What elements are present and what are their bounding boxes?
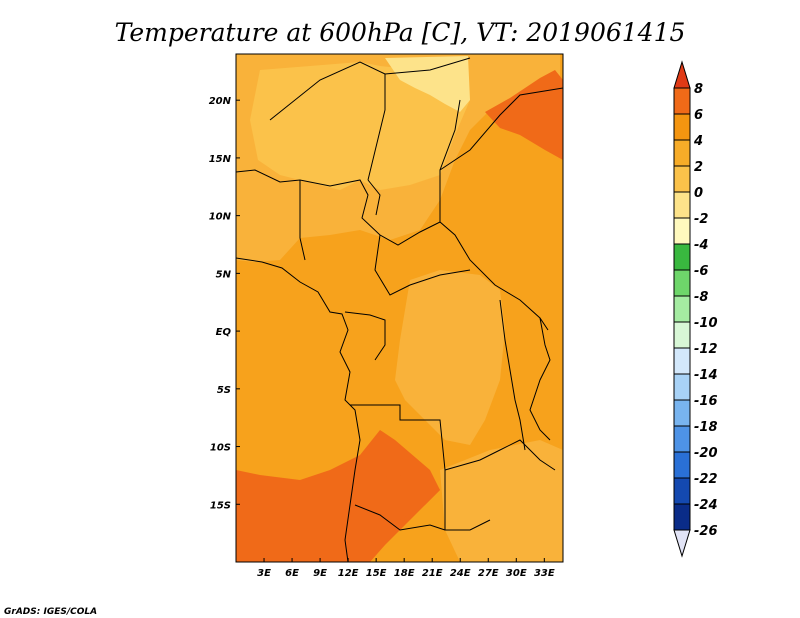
credit-label: GrADS: IGES/COLA: [4, 607, 97, 617]
colorbar-label: 8: [694, 82, 703, 97]
colorbar-label: -2: [694, 212, 708, 227]
country-borders: [236, 57, 563, 562]
warm-field-east-africa: [485, 70, 563, 160]
x-axis: 3E 6E 9E 12E 15E 18E 21E 24E 27E 30E 33E: [257, 558, 555, 579]
x-tick-label: 9E: [313, 568, 327, 579]
colorbar-top-triangle: [673, 60, 691, 89]
colorbar-segment: [673, 373, 691, 401]
x-tick-label: 27E: [478, 568, 499, 579]
y-tick-label: 5S: [217, 385, 231, 396]
cold-spot-sahara: [385, 56, 470, 112]
y-axis: 20N 15N 10N 5N EQ 5S 10S 15S: [209, 96, 240, 511]
colorbar-label: -8: [694, 290, 708, 305]
x-tick-label: 30E: [506, 568, 527, 579]
y-tick-label: 10N: [209, 212, 232, 223]
x-tick-label: 33E: [534, 568, 555, 579]
colorbar-label: -14: [694, 368, 718, 383]
warm-field-angola: [365, 475, 440, 540]
y-tick-label: 20N: [209, 96, 232, 107]
colorbar-bottom-triangle: [673, 529, 691, 558]
colorbar-label: -24: [694, 498, 718, 513]
colorbar-label: -4: [694, 238, 708, 253]
colorbar-segment: [673, 139, 691, 167]
colorbar-label: -26: [694, 524, 718, 539]
colorbar-segment: [673, 87, 691, 115]
colorbar-segment: [673, 295, 691, 323]
x-tick-label: 21E: [422, 568, 443, 579]
colorbar-label: -6: [694, 264, 708, 279]
cool-field-southeast: [440, 440, 563, 562]
colorbar-segment: [673, 347, 691, 375]
colorbar-segment: [673, 269, 691, 297]
colorbar-label: -20: [694, 446, 718, 461]
colorbar-segment: [673, 321, 691, 349]
colorbar-label: 2: [694, 160, 703, 175]
cool-field-congo: [395, 270, 505, 445]
colorbar-segment: [673, 217, 691, 245]
x-tick-label: 18E: [394, 568, 415, 579]
colorbar-segment: [673, 113, 691, 141]
colorbar-segment: [673, 165, 691, 193]
x-tick-label: 12E: [338, 568, 359, 579]
x-tick-label: 15E: [366, 568, 387, 579]
colorbar-label: -22: [694, 472, 718, 487]
x-tick-label: 24E: [450, 568, 471, 579]
y-tick-label: 15S: [210, 500, 231, 511]
colorbar: 8 6 4 2 0 -2 -4 -6 -8 -10 -12 -14 -16 -18 -20 -22 -24 -26: [673, 60, 718, 558]
colorbar-label: 4: [693, 134, 703, 149]
colorbar-label: -10: [694, 316, 718, 331]
map-frame: [235, 53, 564, 563]
x-tick-label: 3E: [257, 568, 271, 579]
colorbar-segment: [673, 451, 691, 479]
y-tick-label: 15N: [209, 154, 232, 165]
x-tick-label: 6E: [285, 568, 299, 579]
colorbar-segment: [673, 477, 691, 505]
colorbar-segment: [673, 425, 691, 453]
colorbar-label: -12: [694, 342, 718, 357]
colorbar-label: 6: [694, 108, 703, 123]
colorbar-segment: [673, 503, 691, 531]
chart-title: Temperature at 600hPa [C], VT: 201906141…: [115, 18, 686, 47]
colorbar-segment: [673, 191, 691, 219]
y-tick-label: 5N: [216, 269, 232, 280]
colorbar-label: -18: [694, 420, 718, 435]
colorbar-label: -16: [694, 394, 718, 409]
cool-field-lightest: [250, 62, 470, 190]
y-tick-label: EQ: [216, 327, 232, 338]
map-plot-area: [236, 54, 563, 562]
colorbar-label: 0: [694, 186, 703, 201]
y-tick-label: 10S: [210, 443, 231, 454]
colorbar-segment: [673, 243, 691, 271]
colorbar-segment: [673, 399, 691, 427]
